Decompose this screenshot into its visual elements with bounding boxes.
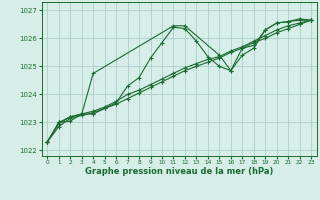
X-axis label: Graphe pression niveau de la mer (hPa): Graphe pression niveau de la mer (hPa) [85,167,273,176]
